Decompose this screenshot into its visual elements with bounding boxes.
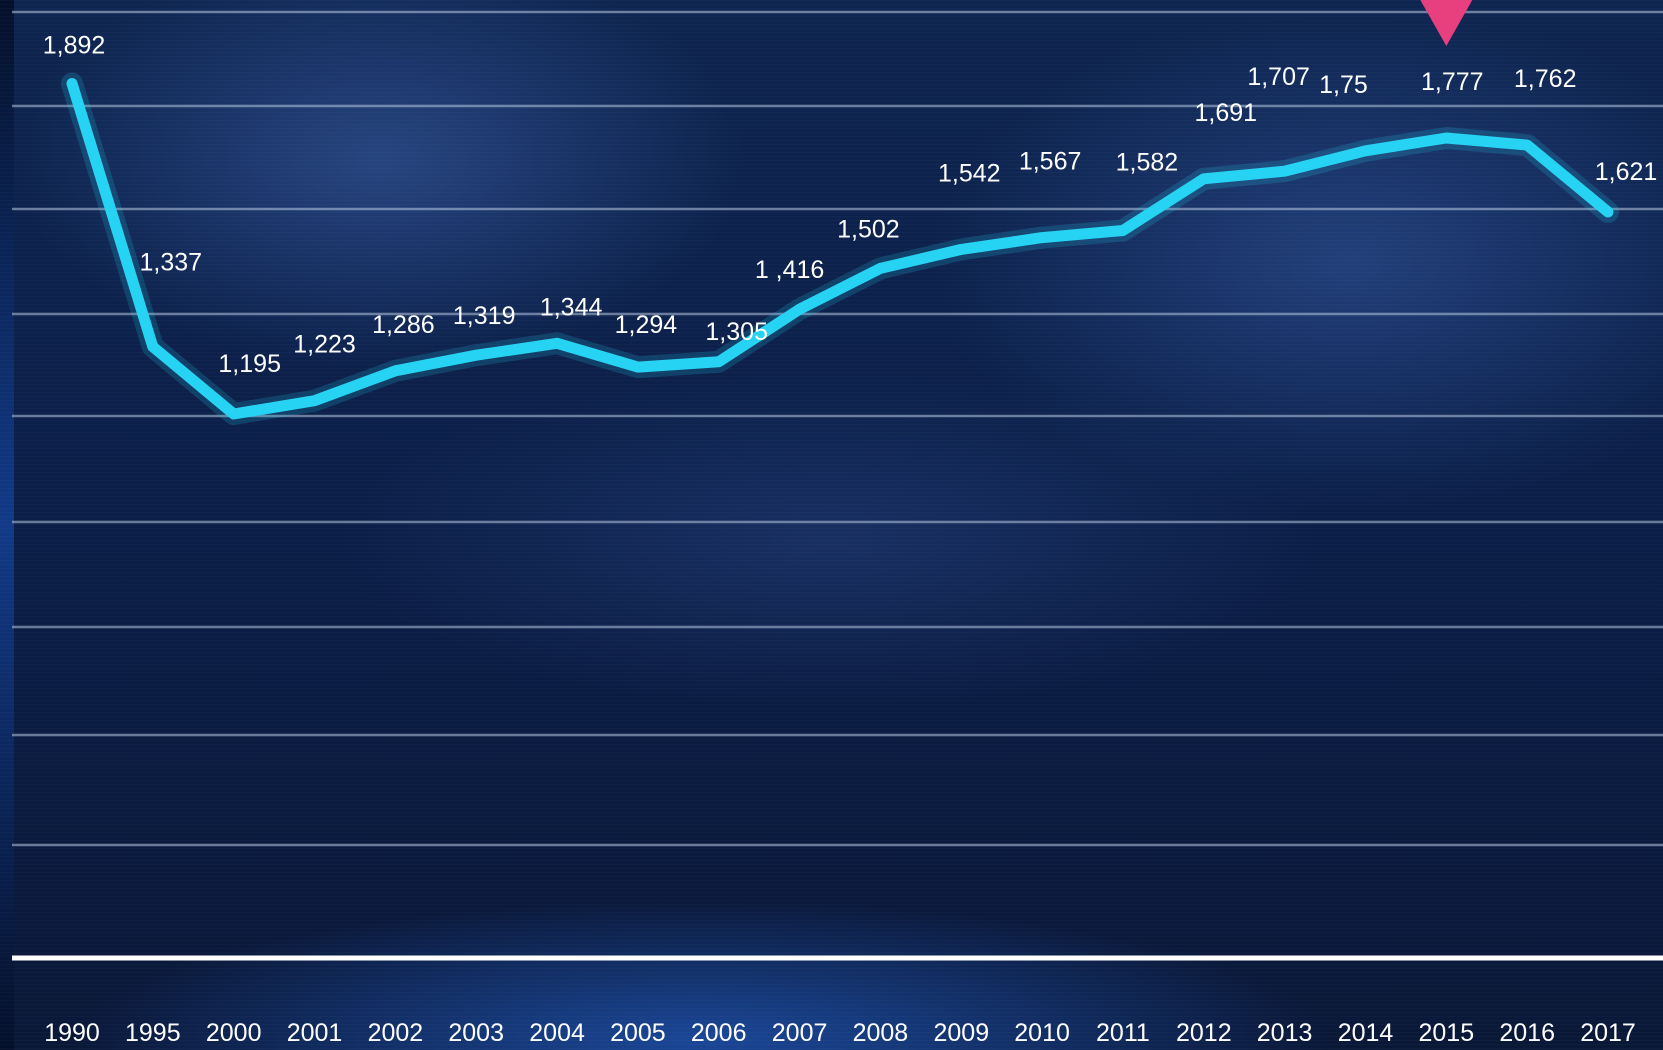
x-tick-label: 2005 <box>610 1019 666 1047</box>
data-label: 1,691 <box>1195 99 1258 127</box>
highlight-marker <box>1420 0 1473 46</box>
background-edge <box>0 0 14 1050</box>
x-tick-label: 2012 <box>1176 1019 1232 1047</box>
x-tick-label: 2009 <box>933 1019 989 1047</box>
data-label: 1,892 <box>43 32 106 60</box>
data-label: 1,75 <box>1319 71 1368 99</box>
x-tick-label: 2014 <box>1338 1019 1394 1047</box>
x-tick-label: 1995 <box>125 1019 181 1047</box>
x-tick-label: 2015 <box>1418 1019 1474 1047</box>
gridlines <box>12 10 1663 961</box>
data-label: 1,621 <box>1595 158 1658 186</box>
data-label: 1,286 <box>372 311 435 339</box>
series-line <box>66 78 1614 420</box>
series-line-glow <box>61 72 1619 425</box>
data-label: 1,582 <box>1116 149 1179 177</box>
x-tick-label: 2013 <box>1257 1019 1313 1047</box>
x-tick-label: 2007 <box>772 1019 828 1047</box>
data-label: 1,305 <box>705 318 768 346</box>
x-tick-label: 2000 <box>206 1019 262 1047</box>
data-label: 1,223 <box>293 331 356 359</box>
highlight-triangle <box>1420 0 1473 46</box>
data-label: 1,762 <box>1514 65 1577 93</box>
data-label: 1,195 <box>218 350 281 378</box>
data-label: 1,707 <box>1247 63 1310 91</box>
x-tick-label: 2008 <box>853 1019 909 1047</box>
x-tick-label: 2001 <box>287 1019 343 1047</box>
x-tick-label: 2016 <box>1499 1019 1555 1047</box>
data-label: 1,542 <box>938 159 1001 187</box>
x-tick-label: 2003 <box>448 1019 504 1047</box>
x-tick-label: 2004 <box>529 1019 585 1047</box>
data-labels: 1,892 1,337 1,195 1,223 1,286 1,319 1,344 1,294… <box>43 32 1658 379</box>
data-label: 1,344 <box>540 293 603 321</box>
data-label: 1,567 <box>1019 148 1082 176</box>
x-tick-label: 2017 <box>1580 1019 1636 1047</box>
data-label: 1,294 <box>615 311 678 339</box>
data-label: 1,502 <box>837 215 900 243</box>
data-label: 1,319 <box>453 302 516 330</box>
x-tick-label: 2011 <box>1096 1019 1150 1047</box>
x-tick-label: 2006 <box>691 1019 747 1047</box>
x-tick-label: 2010 <box>1014 1019 1070 1047</box>
x-tick-label: 1990 <box>44 1019 100 1047</box>
series <box>61 72 1619 425</box>
x-axis-ticks: 1990 1995 2000 2001 2002 2003 2004 2005 2006 2007… <box>44 1019 1636 1047</box>
data-label: 1 ,416 <box>755 256 825 284</box>
data-label: 1,337 <box>140 249 203 277</box>
x-tick-label: 2002 <box>368 1019 424 1047</box>
data-label: 1,777 <box>1421 68 1484 96</box>
